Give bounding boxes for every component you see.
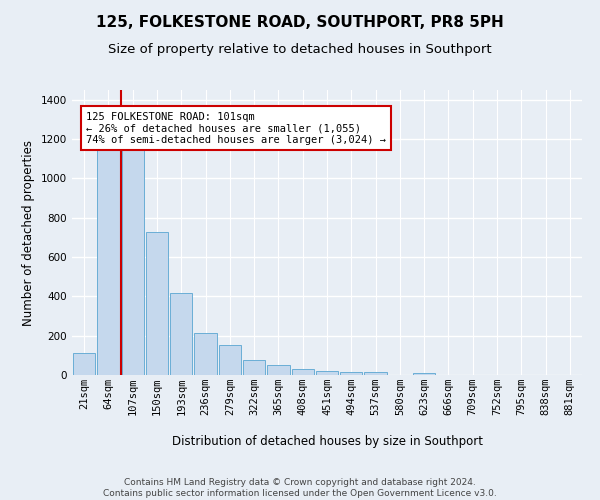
Text: Distribution of detached houses by size in Southport: Distribution of detached houses by size … <box>172 435 482 448</box>
Bar <box>364 372 387 375</box>
Bar <box>146 232 168 375</box>
Text: Contains HM Land Registry data © Crown copyright and database right 2024.
Contai: Contains HM Land Registry data © Crown c… <box>103 478 497 498</box>
Bar <box>413 373 436 375</box>
Bar <box>316 371 338 375</box>
Bar <box>243 360 265 375</box>
Text: Size of property relative to detached houses in Southport: Size of property relative to detached ho… <box>108 42 492 56</box>
Text: 125 FOLKESTONE ROAD: 101sqm
← 26% of detached houses are smaller (1,055)
74% of : 125 FOLKESTONE ROAD: 101sqm ← 26% of det… <box>86 112 386 145</box>
Bar <box>194 332 217 375</box>
Bar <box>122 149 144 375</box>
Bar <box>218 344 241 375</box>
Bar <box>292 369 314 375</box>
Y-axis label: Number of detached properties: Number of detached properties <box>22 140 35 326</box>
Bar <box>97 145 119 375</box>
Bar <box>340 372 362 375</box>
Bar <box>170 294 193 375</box>
Bar <box>267 365 290 375</box>
Bar <box>73 354 95 375</box>
Text: 125, FOLKESTONE ROAD, SOUTHPORT, PR8 5PH: 125, FOLKESTONE ROAD, SOUTHPORT, PR8 5PH <box>96 15 504 30</box>
